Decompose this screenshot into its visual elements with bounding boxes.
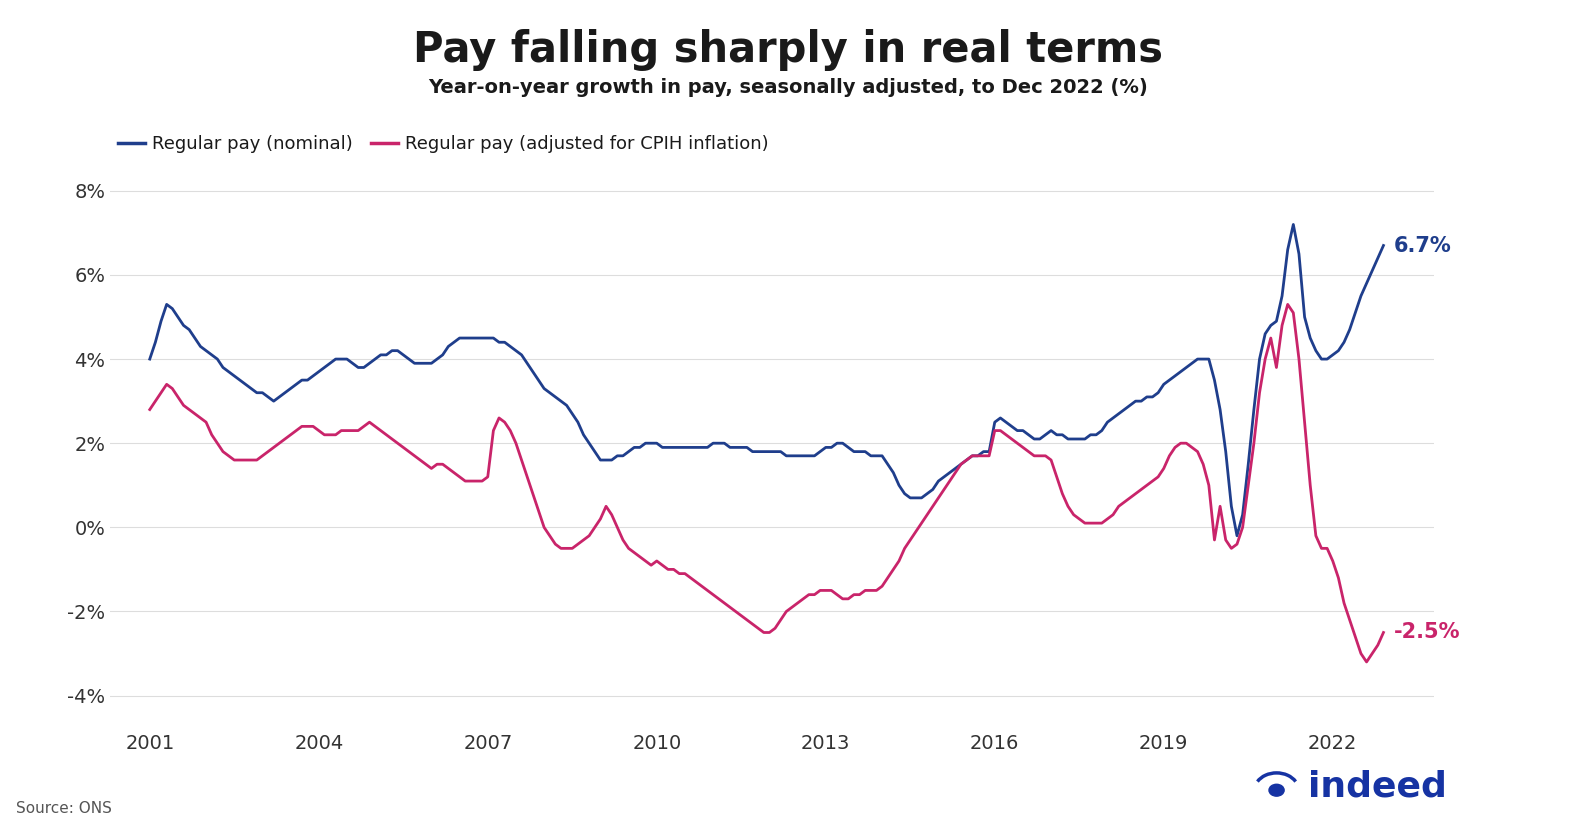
Text: indeed: indeed: [1308, 770, 1447, 803]
Legend: Regular pay (nominal), Regular pay (adjusted for CPIH inflation): Regular pay (nominal), Regular pay (adju…: [110, 128, 775, 160]
Circle shape: [1269, 784, 1284, 796]
Text: 6.7%: 6.7%: [1393, 236, 1451, 255]
Text: Pay falling sharply in real terms: Pay falling sharply in real terms: [413, 29, 1163, 71]
Text: -2.5%: -2.5%: [1393, 622, 1459, 643]
Text: Source: ONS: Source: ONS: [16, 801, 112, 816]
Text: Year-on-year growth in pay, seasonally adjusted, to Dec 2022 (%): Year-on-year growth in pay, seasonally a…: [429, 78, 1147, 97]
